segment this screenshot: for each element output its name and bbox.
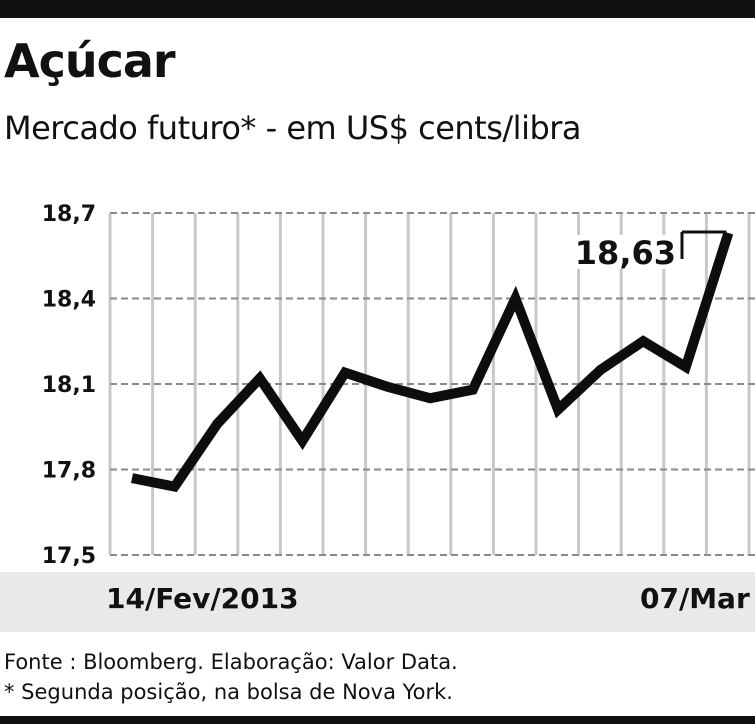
y-tick-label: 17,8 [42,459,96,484]
last-value-label: 18,63 [575,234,676,272]
series-line [131,231,734,493]
y-tick-label: 18,4 [42,288,96,313]
x-axis-end-label: 07/Mar [640,582,750,615]
chart-subtitle: Mercado futuro* - em US$ cents/libra [4,109,582,147]
y-axis-ticks: 18,7 18,4 18,1 17,8 17,5 [42,202,96,569]
series-layer [131,231,734,493]
chart-title: Açúcar [4,34,176,88]
y-tick-label: 17,5 [42,544,96,569]
last-value-label-background [576,234,676,269]
y-tick-label: 18,1 [42,373,96,398]
annotation-layer: 18,63 [575,230,727,272]
bottom-rule [0,716,755,724]
x-axis-start-label: 14/Fev/2013 [106,582,299,615]
y-tick-label: 18,7 [42,202,96,227]
source-note: Fonte : Bloomberg. Elaboração: Valor Dat… [4,650,458,674]
x-axis-band [0,572,755,632]
grid [108,212,755,556]
line-chart: 18,7 18,4 18,1 17,8 17,5 18,63 [42,202,755,569]
footnote: * Segunda posição, na bolsa de Nova York… [4,680,453,704]
top-rule [0,0,755,18]
